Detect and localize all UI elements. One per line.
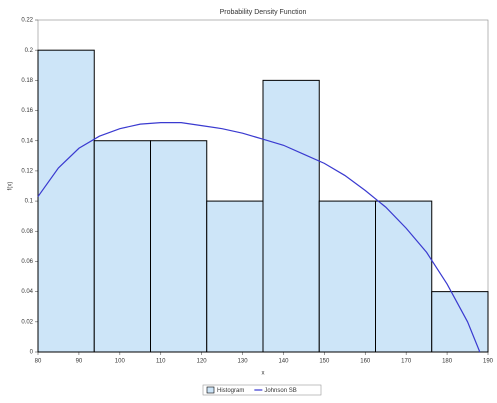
legend-label: Johnson SB [264, 388, 296, 394]
x-tick-label: 190 [483, 359, 494, 365]
density-curve [37, 122, 481, 353]
x-tick-label: 180 [442, 359, 453, 365]
y-tick-label: 0.06 [21, 259, 33, 265]
histogram-bar [150, 140, 208, 353]
y-tick-label: 0.04 [21, 289, 33, 295]
chart-title: Probability Density Function [220, 9, 307, 16]
histogram-bar [206, 200, 264, 353]
y-tick-label: 0.14 [21, 138, 33, 144]
y-axis-label: f(x) [8, 182, 14, 191]
x-tick-label: 130 [238, 359, 249, 365]
histogram-bar [375, 200, 433, 353]
x-tick-label: 140 [278, 359, 289, 365]
x-tick-label: 90 [76, 359, 83, 365]
y-tick-label: 0.02 [21, 319, 33, 325]
histogram-bar [431, 291, 489, 353]
x-tick-label: 160 [360, 359, 371, 365]
y-tick-label: 0 [30, 350, 34, 356]
legend-swatch [206, 386, 215, 394]
x-tick-label: 150 [319, 359, 330, 365]
y-tick-label: 0.22 [21, 18, 33, 24]
histogram-bar [262, 79, 320, 353]
histogram-bar [93, 140, 151, 353]
y-tick-label: 0.08 [21, 229, 33, 235]
y-tick-label: 0.1 [25, 199, 34, 205]
x-axis-label: x [262, 371, 265, 377]
x-tick-label: 100 [115, 359, 126, 365]
y-tick-label: 0.16 [21, 108, 33, 114]
histogram-bar [37, 49, 95, 353]
x-tick-label: 120 [197, 359, 208, 365]
x-tick-label: 80 [35, 359, 42, 365]
x-tick-label: 170 [401, 359, 412, 365]
legend-label: Histogram [217, 388, 244, 394]
y-tick-label: 0.2 [25, 48, 34, 54]
x-tick-label: 110 [156, 359, 166, 365]
histogram-bar [318, 200, 376, 353]
y-tick-label: 0.18 [21, 78, 33, 84]
y-tick-label: 0.12 [21, 168, 33, 174]
